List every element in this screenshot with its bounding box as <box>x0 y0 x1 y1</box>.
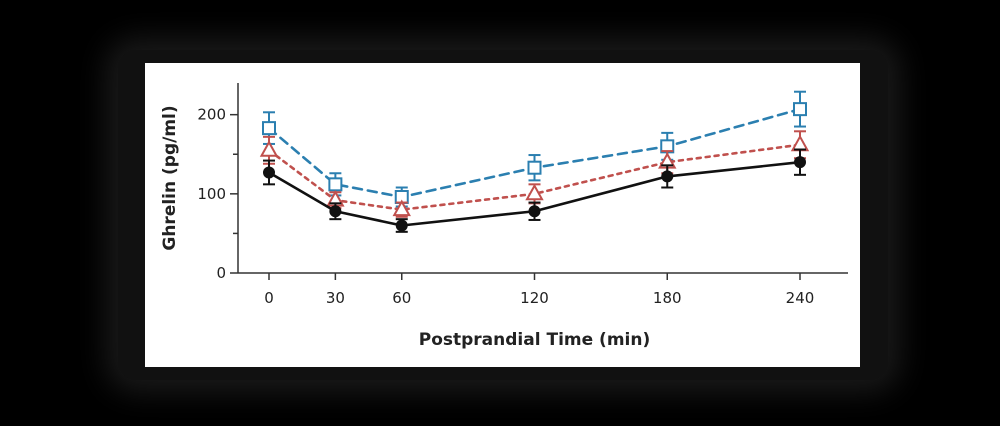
x-tick-label: 180 <box>653 289 682 307</box>
x-tick-label: 30 <box>326 289 345 307</box>
data-point-square <box>262 121 276 136</box>
data-point-square <box>793 102 807 117</box>
x-tick-label: 240 <box>786 289 815 307</box>
x-tick-label: 0 <box>264 289 274 307</box>
data-point-triangle <box>392 199 411 217</box>
series-3-line <box>267 160 802 227</box>
x-tick-label: 120 <box>520 289 549 307</box>
data-point-circle <box>395 219 408 232</box>
x-tick-label: 60 <box>392 289 411 307</box>
data-point-triangle <box>259 140 279 157</box>
data-point-square <box>527 160 542 175</box>
data-point-circle <box>329 205 342 218</box>
series-3 <box>263 148 806 233</box>
y-ticks: 0 100 200 <box>197 106 238 282</box>
y-axis-title: Ghrelin (pg/ml) <box>160 105 180 250</box>
y-tick-label: 200 <box>197 106 226 124</box>
data-point-circle <box>263 166 275 179</box>
x-axis-title: Postprandial Time (min) <box>419 330 651 350</box>
figure-panel: 0 100 200 0 30 60 120 180 240 Ghrelin (pg/ml) P… <box>145 63 860 367</box>
ghrelin-chart: 0 100 200 0 30 60 120 180 240 Ghrelin (pg/ml) P… <box>160 83 848 350</box>
y-tick-label: 100 <box>197 185 226 203</box>
series-layer <box>259 90 810 233</box>
data-point-square <box>328 177 343 192</box>
data-point-triangle <box>790 134 810 152</box>
data-point-circle <box>528 205 541 218</box>
data-point-circle <box>794 156 806 169</box>
series-2-line <box>267 143 802 211</box>
x-ticks: 0 30 60 120 180 240 <box>264 273 814 307</box>
y-tick-label: 0 <box>216 264 226 282</box>
data-point-circle <box>661 170 674 183</box>
data-point-triangle <box>525 183 544 201</box>
